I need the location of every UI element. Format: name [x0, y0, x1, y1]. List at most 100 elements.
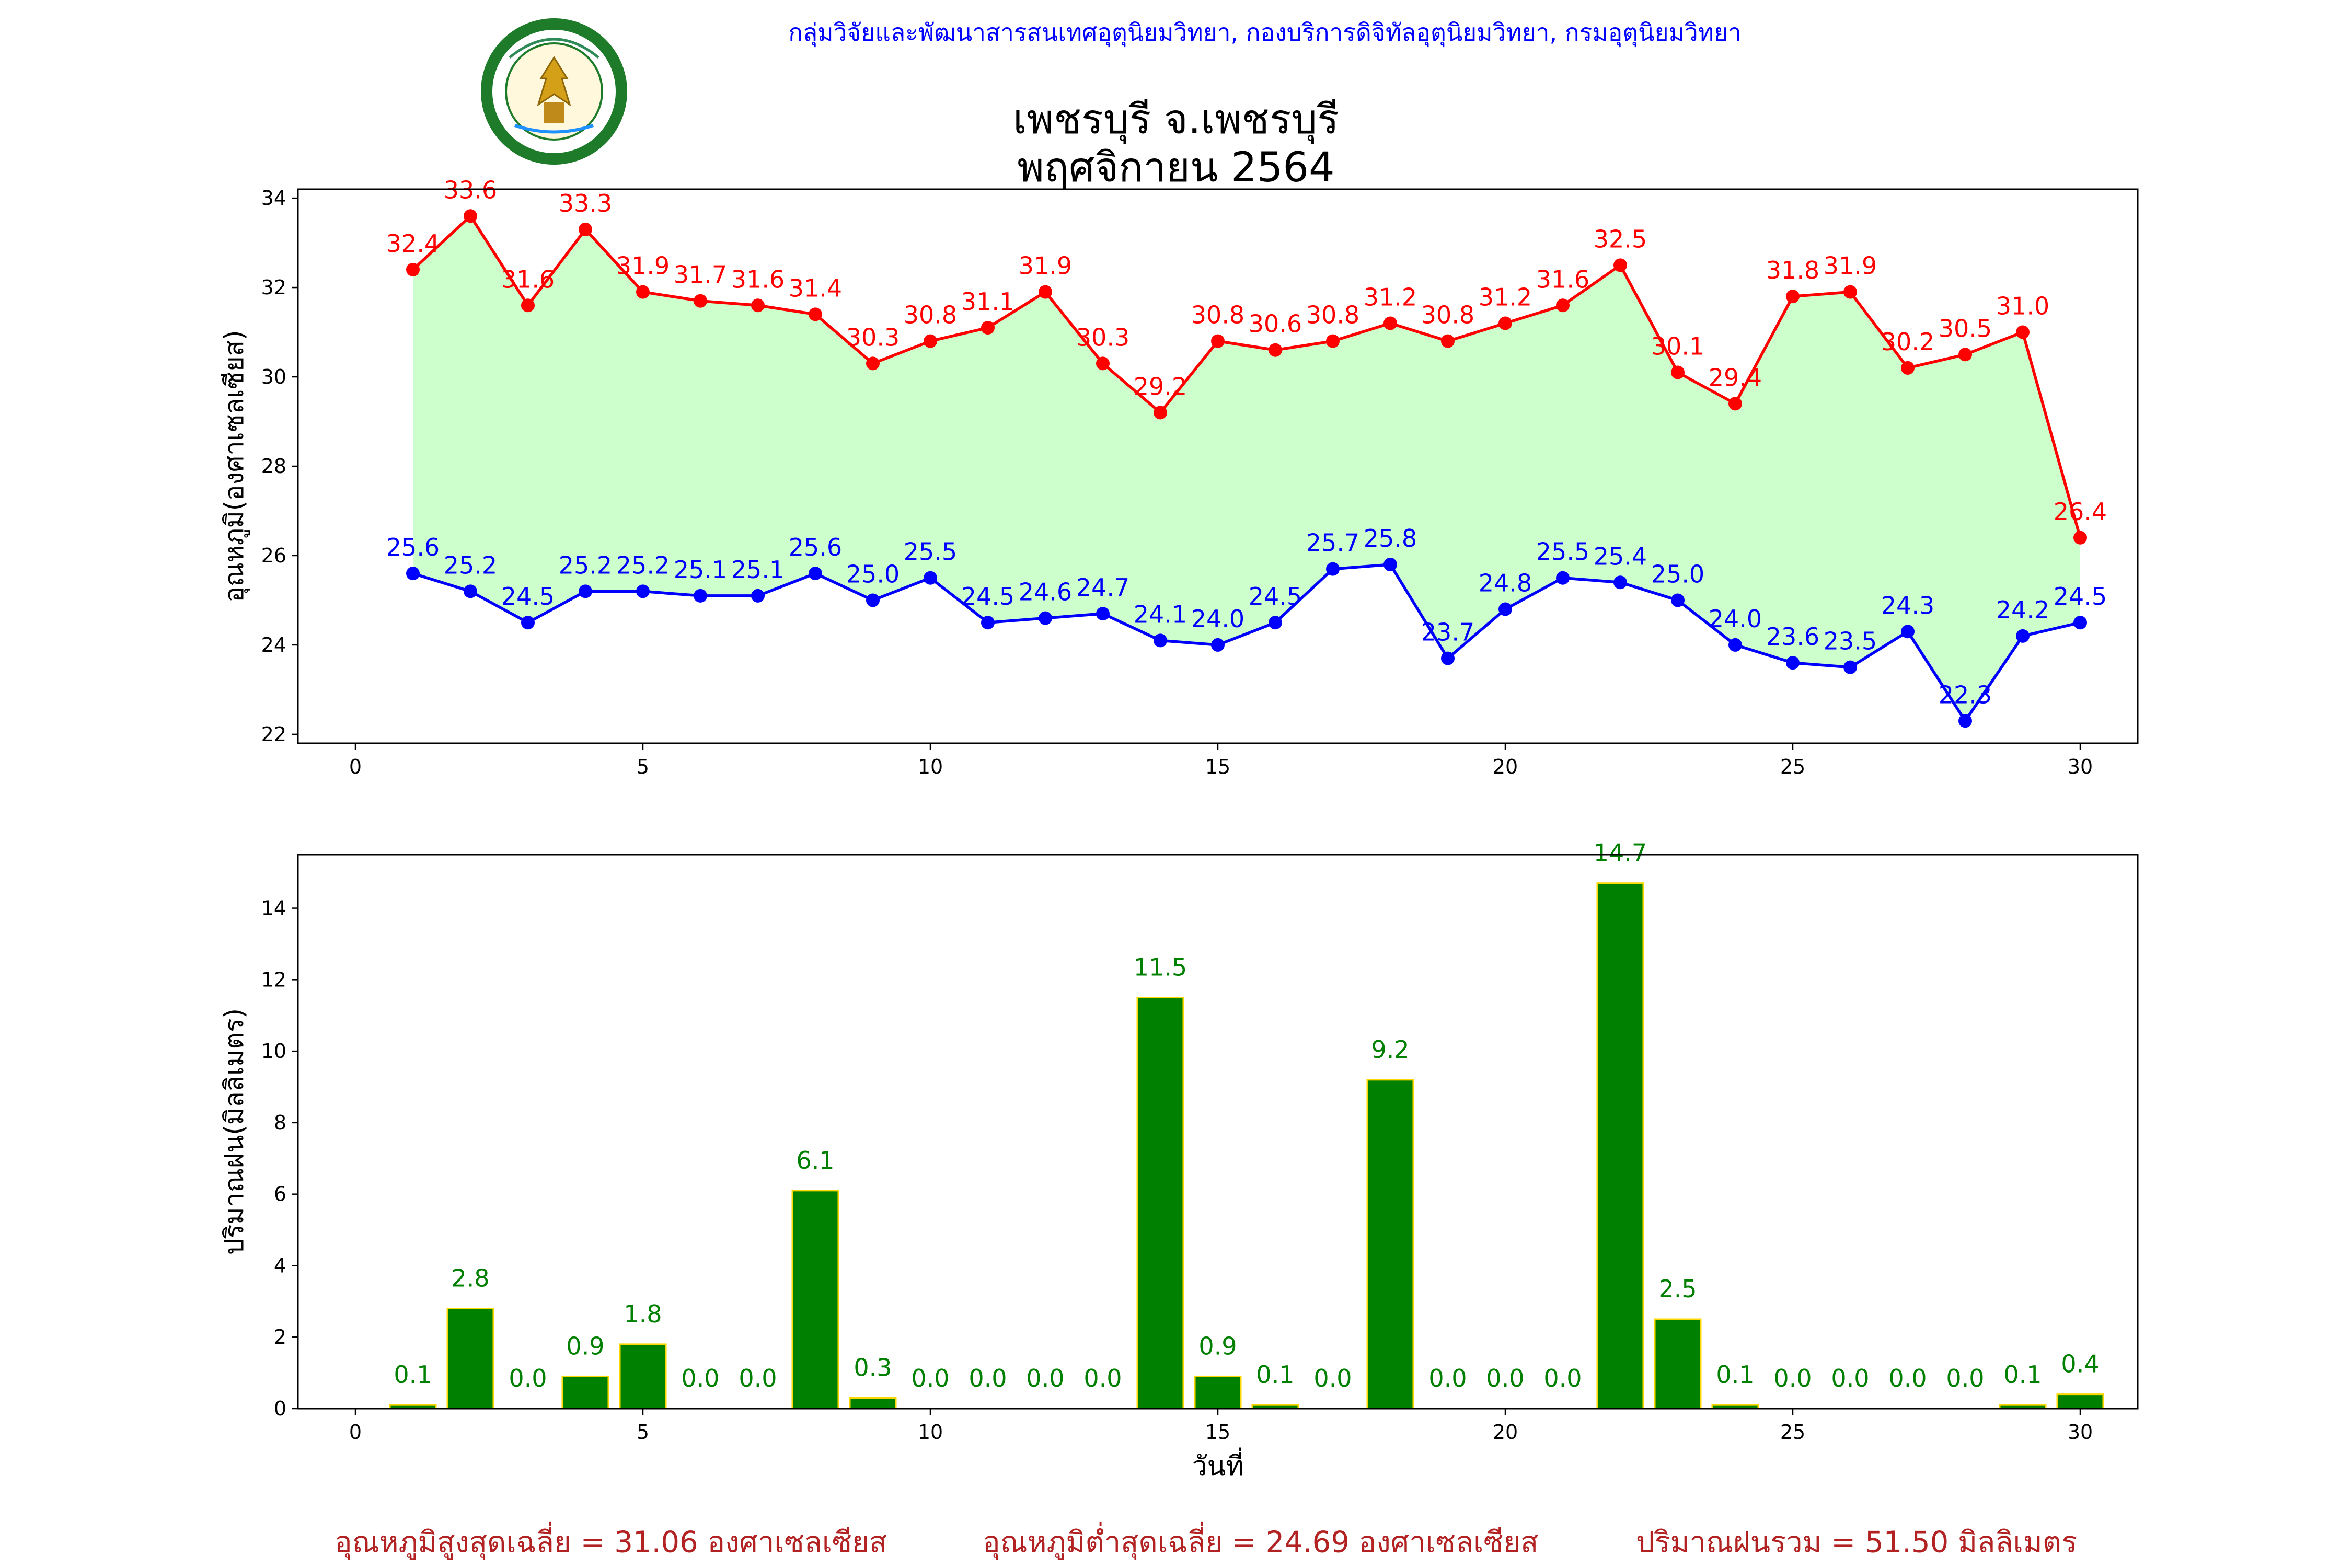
tmax-data-label: 31.8 [1766, 256, 1819, 284]
rain-bar [1194, 1375, 1242, 1410]
temp-y-tick-label: 30 [261, 365, 286, 388]
tmax-point [1039, 285, 1052, 299]
tmax-data-label: 30.8 [1421, 301, 1474, 329]
tmax-data-label: 30.6 [1249, 310, 1302, 338]
tmax-data-label: 30.5 [1939, 314, 1992, 342]
tmin-data-label: 24.1 [1134, 600, 1187, 628]
rain-data-label: 0.0 [1083, 1364, 1122, 1392]
tmin-point [1958, 714, 1972, 728]
tmin-point [1728, 638, 1742, 652]
tmin-data-label: 25.4 [1594, 542, 1647, 570]
rain-bar [1596, 882, 1644, 1410]
rain-x-tick-label: 5 [637, 1421, 649, 1444]
rain-y-tick-label: 14 [261, 897, 286, 920]
rain-data-label: 0.0 [509, 1364, 547, 1392]
tmax-point [1613, 258, 1627, 272]
rain-data-label: 0.0 [1026, 1364, 1064, 1392]
tmax-point [1269, 343, 1282, 357]
tmax-point [1843, 285, 1857, 299]
rain-data-label: 0.1 [394, 1361, 432, 1389]
tmin-data-label: 22.3 [1939, 681, 1992, 709]
rain-bar [1136, 997, 1184, 1410]
tmax-point [1383, 316, 1397, 330]
rain-data-label: 1.8 [624, 1300, 662, 1328]
tmin-point [1096, 607, 1110, 621]
tmax-point [464, 209, 477, 223]
temp-x-tick-label: 25 [1780, 755, 1805, 778]
tmin-average: อุณหภูมิต่ำสุดเฉลี่ย = 24.69 องศาเซลเซีย… [983, 1525, 1539, 1560]
rain-data-label: 0.0 [1428, 1364, 1467, 1392]
tmax-data-label: 30.8 [1306, 301, 1359, 329]
tmax-data-label: 30.8 [904, 301, 957, 329]
tmax-point [751, 298, 765, 313]
rain-x-tick-label: 25 [1780, 1421, 1805, 1444]
temp-y-tick-label: 24 [261, 633, 286, 656]
rain-y-tick-label: 2 [274, 1325, 286, 1348]
tmin-point [866, 593, 880, 607]
rain-data-label: 2.8 [451, 1264, 489, 1293]
tmax-data-label: 33.3 [559, 189, 612, 217]
tmax-point [1096, 356, 1110, 371]
tmin-point [1556, 571, 1570, 585]
tmin-point [579, 584, 592, 598]
tmin-data-label: 25.2 [559, 551, 612, 579]
tmin-point [1498, 602, 1512, 616]
rain-bar [1366, 1079, 1414, 1410]
tmin-line [412, 563, 2081, 724]
tmin-data-label: 24.7 [1076, 573, 1129, 602]
tmin-data-label: 25.0 [1651, 560, 1704, 588]
rainfall-plot-frame [297, 854, 2139, 1410]
tmax-data-label: 30.1 [1651, 332, 1704, 360]
temp-y-tick-label: 22 [261, 723, 286, 746]
tmin-data-label: 25.0 [846, 560, 900, 588]
temp-y-tick-label: 26 [261, 544, 286, 567]
tmin-data-label: 25.1 [674, 556, 727, 584]
tmax-point [1786, 290, 1800, 304]
rain-data-label: 0.0 [1486, 1364, 1524, 1392]
rain-data-label: 0.0 [1946, 1364, 1984, 1392]
tmax-data-label: 31.4 [789, 274, 842, 302]
rain-x-tick-label: 20 [1493, 1421, 1518, 1444]
rain-data-label: 0.0 [1831, 1364, 1869, 1392]
chart-title-month: พฤศจิกายน 2564 [1017, 144, 1335, 191]
tmax-data-label: 31.9 [1019, 252, 1072, 280]
tmin-data-label: 25.6 [789, 533, 842, 561]
tmin-point [1039, 611, 1052, 625]
tmax-point [636, 285, 650, 299]
tmin-point [924, 571, 937, 585]
rain-bar [446, 1308, 494, 1410]
rain-data-label: 11.5 [1134, 953, 1187, 982]
tmin-point [809, 567, 822, 581]
tmin-point [2016, 629, 2030, 643]
tmin-point [2073, 616, 2087, 630]
tmax-data-label: 31.6 [1536, 265, 1589, 293]
rain-y-tick-label: 0 [274, 1397, 286, 1420]
rain-data-label: 0.0 [739, 1364, 777, 1392]
tmax-data-label: 29.4 [1709, 363, 1762, 391]
tmax-data-label: 30.8 [1191, 301, 1244, 329]
rain-data-label: 0.0 [1888, 1364, 1927, 1392]
rain-data-label: 2.5 [1658, 1275, 1697, 1303]
tmin-point [406, 567, 420, 581]
tmin-data-label: 24.0 [1191, 605, 1244, 633]
tmax-point [1498, 316, 1512, 330]
tmax-data-label: 31.9 [1824, 252, 1877, 280]
tmin-point [1154, 633, 1167, 648]
tmin-point [981, 616, 995, 630]
rainfall-y-axis-label: ปริมาณฝน(มิลลิเมตร) [219, 1008, 249, 1255]
tmin-data-label: 24.5 [501, 582, 555, 610]
rainfall-chart: 0 5 10 15 20 25 30 0 2 4 6 8 10 12 14 0.1 2.8 0.0 0.9 1.8 0.… [219, 839, 2139, 1482]
tmin-data-label: 24.3 [1881, 591, 1934, 619]
rain-y-tick-label: 6 [274, 1183, 286, 1206]
tmin-data-label: 24.8 [1479, 569, 1532, 597]
tmin-point [1326, 562, 1340, 576]
tmin-point [521, 616, 535, 630]
rain-bar [791, 1190, 839, 1410]
rain-data-label: 0.4 [2061, 1350, 2099, 1378]
tmax-data-label: 31.2 [1364, 283, 1417, 311]
tmax-line [412, 214, 2082, 538]
temperature-y-axis-label: อุณหภูมิ(องศาเซลเซียส) [219, 330, 250, 602]
tmax-point [1958, 348, 1972, 362]
tmax-point [406, 262, 420, 276]
